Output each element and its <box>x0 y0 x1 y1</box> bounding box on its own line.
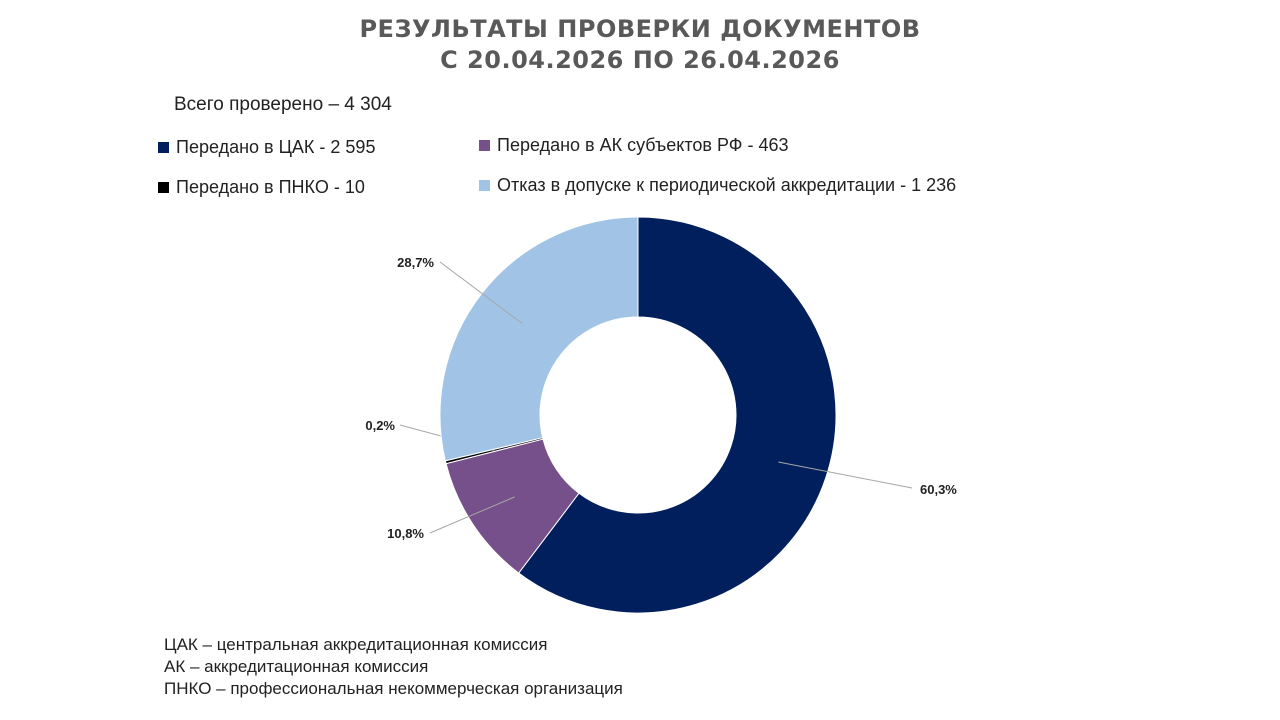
legend-swatch-refusal <box>479 180 490 191</box>
legend-label-refusal: Отказ в допуске к периодической аккредит… <box>497 175 957 195</box>
chart-title: РЕЗУЛЬТАТЫ ПРОВЕРКИ ДОКУМЕНТОВ С 20.04.2… <box>0 14 1280 76</box>
data-label-pnko: 0,2% <box>365 418 395 433</box>
legend-label-pnko: Передано в ПНКО - 10 <box>176 177 365 197</box>
donut-slice-refusal <box>439 216 639 462</box>
legend-item-refusal: Отказ в допуске к периодической аккредит… <box>479 175 956 196</box>
legend-item-cak: Передано в ЦАК - 2 595 <box>158 137 375 158</box>
legend-label-cak: Передано в ЦАК - 2 595 <box>176 137 376 157</box>
leader-line-ak <box>429 496 515 534</box>
footnote-ak: АК – аккредитационная комиссия <box>164 657 429 676</box>
footnote-pnko: ПНКО – профессиональная некоммерческая о… <box>164 679 623 698</box>
data-label-cak: 60,3% <box>920 482 957 497</box>
footnotes: ЦАК – центральная аккредитационная комис… <box>164 634 623 700</box>
leader-line-cak <box>778 461 913 489</box>
legend-swatch-ak <box>479 140 490 151</box>
data-label-refusal: 28,7% <box>397 255 434 270</box>
legend-item-ak: Передано в АК субъектов РФ - 463 <box>479 135 788 156</box>
footnote-cak: ЦАК – центральная аккредитационная комис… <box>164 635 548 654</box>
leader-line-refusal <box>439 261 523 324</box>
total-checked-text: Всего проверено – 4 304 <box>174 94 392 115</box>
legend-swatch-pnko <box>158 182 169 193</box>
chart-title-line1: РЕЗУЛЬТАТЫ ПРОВЕРКИ ДОКУМЕНТОВ <box>359 15 921 43</box>
legend-item-pnko: Передано в ПНКО - 10 <box>158 177 365 198</box>
legend-label-ak: Передано в АК субъектов РФ - 463 <box>497 135 789 155</box>
chart-title-line2: С 20.04.2026 ПО 26.04.2026 <box>440 46 840 74</box>
data-label-ak: 10,8% <box>387 526 424 541</box>
legend-swatch-cak <box>158 142 169 153</box>
donut-slice-cak <box>517 216 837 614</box>
